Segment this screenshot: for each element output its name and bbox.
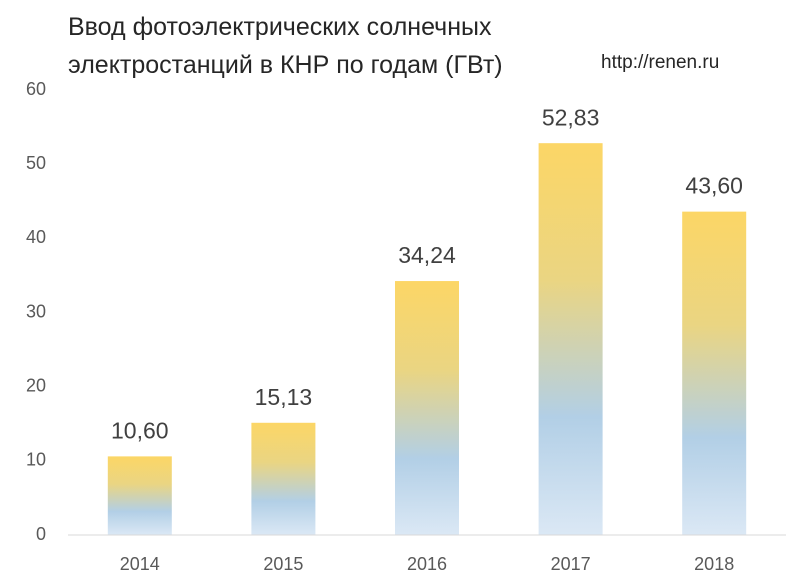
x-tick-label: 2017	[551, 554, 591, 574]
y-tick-label: 50	[26, 153, 46, 173]
y-tick-label: 0	[36, 524, 46, 544]
bar	[251, 422, 316, 535]
data-label: 10,60	[111, 417, 169, 443]
bar	[682, 211, 747, 535]
bar	[107, 456, 172, 535]
y-tick-label: 30	[26, 301, 46, 321]
y-tick-label: 20	[26, 375, 46, 395]
x-tick-label: 2018	[694, 554, 734, 574]
y-tick-label: 10	[26, 450, 46, 470]
data-label: 15,13	[255, 384, 313, 410]
x-tick-label: 2016	[407, 554, 447, 574]
chart-title: Ввод фотоэлектрических солнечных электро…	[68, 13, 503, 79]
y-tick-label: 40	[26, 227, 46, 247]
data-label: 43,60	[685, 173, 743, 199]
data-label: 34,24	[398, 242, 456, 268]
data-label: 52,83	[542, 104, 600, 130]
bar	[395, 281, 459, 535]
y-tick-label: 60	[26, 79, 46, 99]
source-note: http://renen.ru	[601, 52, 720, 73]
x-tick-label: 2014	[120, 554, 160, 574]
x-tick-label: 2015	[263, 554, 303, 574]
bar	[538, 143, 603, 536]
